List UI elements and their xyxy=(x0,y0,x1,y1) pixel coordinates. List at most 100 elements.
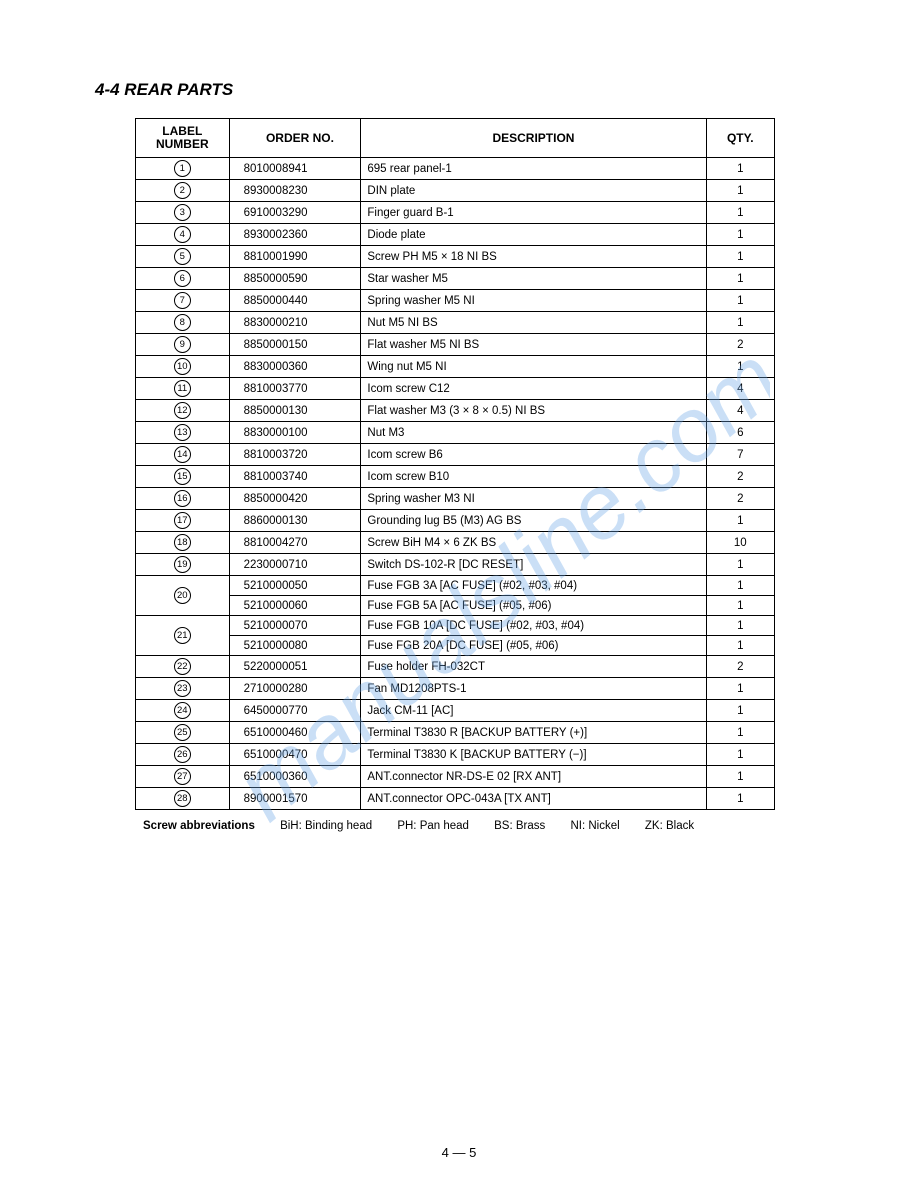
cell-description: 695 rear panel-1 xyxy=(361,158,706,180)
abbrev-item: PH: Pan head xyxy=(397,820,469,832)
circled-number-icon: 5 xyxy=(174,248,191,265)
cell-label: 1 xyxy=(136,158,230,180)
cell-label: 18 xyxy=(136,532,230,554)
header-label: LABEL NUMBER xyxy=(136,119,230,158)
table-header-row: LABEL NUMBER ORDER NO. DESCRIPTION QTY. xyxy=(136,119,775,158)
cell-label: 17 xyxy=(136,510,230,532)
cell-label: 23 xyxy=(136,678,230,700)
cell-label: 8 xyxy=(136,312,230,334)
cell-description: ANT.connector OPC-043A [TX ANT] xyxy=(361,788,706,810)
circled-number-icon: 1 xyxy=(174,160,191,177)
cell-label: 25 xyxy=(136,722,230,744)
circled-number-icon: 7 xyxy=(174,292,191,309)
cell-qty: 2 xyxy=(706,334,774,356)
cell-description: Nut M3 xyxy=(361,422,706,444)
cell-order: 6510000460 xyxy=(229,722,361,744)
cell-order: 5210000050 xyxy=(229,576,361,596)
cell-description: Screw PH M5 × 18 NI BS xyxy=(361,246,706,268)
cell-qty: 1 xyxy=(706,636,774,656)
cell-qty: 1 xyxy=(706,356,774,378)
cell-description: Diode plate xyxy=(361,224,706,246)
circled-number-icon: 23 xyxy=(174,680,191,697)
table-row: 88830000210Nut M5 NI BS1 xyxy=(136,312,775,334)
cell-qty: 1 xyxy=(706,246,774,268)
circled-number-icon: 6 xyxy=(174,270,191,287)
page-content: 4-4 REAR PARTS LABEL NUMBER ORDER NO. DE… xyxy=(95,80,815,832)
table-row: 48930002360Diode plate1 xyxy=(136,224,775,246)
cell-description: Fuse FGB 20A [DC FUSE] (#05, #06) xyxy=(361,636,706,656)
cell-description: Jack CM-11 [AC] xyxy=(361,700,706,722)
cell-qty: 1 xyxy=(706,766,774,788)
table-row: 178860000130Grounding lug B5 (M3) AG BS1 xyxy=(136,510,775,532)
circled-number-icon: 8 xyxy=(174,314,191,331)
circled-number-icon: 17 xyxy=(174,512,191,529)
cell-label: 21 xyxy=(136,616,230,656)
cell-qty: 1 xyxy=(706,596,774,616)
cell-qty: 2 xyxy=(706,466,774,488)
table-row: 118810003770Icom screw C124 xyxy=(136,378,775,400)
abbreviations-title: Screw abbreviations xyxy=(143,820,255,832)
circled-number-icon: 26 xyxy=(174,746,191,763)
cell-qty: 1 xyxy=(706,202,774,224)
cell-qty: 1 xyxy=(706,312,774,334)
cell-label: 9 xyxy=(136,334,230,356)
cell-qty: 1 xyxy=(706,744,774,766)
cell-qty: 2 xyxy=(706,488,774,510)
cell-qty: 1 xyxy=(706,700,774,722)
cell-qty: 4 xyxy=(706,378,774,400)
cell-order: 8930008230 xyxy=(229,180,361,202)
cell-order: 8830000210 xyxy=(229,312,361,334)
cell-qty: 10 xyxy=(706,532,774,554)
cell-label: 20 xyxy=(136,576,230,616)
cell-description: Icom screw B6 xyxy=(361,444,706,466)
table-row: 138830000100Nut M36 xyxy=(136,422,775,444)
cell-order: 8900001570 xyxy=(229,788,361,810)
abbrev-item: NI: Nickel xyxy=(570,820,619,832)
cell-label: 6 xyxy=(136,268,230,290)
cell-label: 19 xyxy=(136,554,230,576)
table-row: 266510000470Terminal T3830 K [BACKUP BAT… xyxy=(136,744,775,766)
cell-qty: 7 xyxy=(706,444,774,466)
table-row: 225220000051Fuse holder FH-032CT2 xyxy=(136,656,775,678)
cell-description: Fuse FGB 3A [AC FUSE] (#02, #03, #04) xyxy=(361,576,706,596)
circled-number-icon: 25 xyxy=(174,724,191,741)
cell-order: 8860000130 xyxy=(229,510,361,532)
cell-order: 6510000360 xyxy=(229,766,361,788)
circled-number-icon: 2 xyxy=(174,182,191,199)
table-row: 78850000440Spring washer M5 NI1 xyxy=(136,290,775,312)
cell-label: 27 xyxy=(136,766,230,788)
cell-qty: 1 xyxy=(706,554,774,576)
cell-description: Fan MD1208PTS-1 xyxy=(361,678,706,700)
cell-qty: 1 xyxy=(706,290,774,312)
page-number: 4 — 5 xyxy=(0,1145,918,1160)
table-row: 18010008941695 rear panel-11 xyxy=(136,158,775,180)
table-row: 36910003290Finger guard B-11 xyxy=(136,202,775,224)
table-row: 188810004270Screw BiH M4 × 6 ZK BS10 xyxy=(136,532,775,554)
circled-number-icon: 3 xyxy=(174,204,191,221)
cell-description: Spring washer M5 NI xyxy=(361,290,706,312)
cell-label: 12 xyxy=(136,400,230,422)
table-row: 158810003740Icom screw B102 xyxy=(136,466,775,488)
cell-description: ANT.connector NR-DS-E 02 [RX ANT] xyxy=(361,766,706,788)
circled-number-icon: 24 xyxy=(174,702,191,719)
cell-order: 6450000770 xyxy=(229,700,361,722)
cell-order: 8810003740 xyxy=(229,466,361,488)
cell-order: 6510000470 xyxy=(229,744,361,766)
cell-order: 2710000280 xyxy=(229,678,361,700)
cell-qty: 1 xyxy=(706,180,774,202)
section-heading: 4-4 REAR PARTS xyxy=(95,80,815,100)
cell-order: 8850000590 xyxy=(229,268,361,290)
cell-label: 5 xyxy=(136,246,230,268)
cell-description: Spring washer M3 NI xyxy=(361,488,706,510)
table-row: 68850000590Star washer M51 xyxy=(136,268,775,290)
cell-order: 5210000070 xyxy=(229,616,361,636)
circled-number-icon: 4 xyxy=(174,226,191,243)
cell-label: 14 xyxy=(136,444,230,466)
cell-description: Icom screw B10 xyxy=(361,466,706,488)
table-row: 5210000080Fuse FGB 20A [DC FUSE] (#05, #… xyxy=(136,636,775,656)
cell-description: Finger guard B-1 xyxy=(361,202,706,224)
circled-number-icon: 28 xyxy=(174,790,191,807)
circled-number-icon: 12 xyxy=(174,402,191,419)
circled-number-icon: 16 xyxy=(174,490,191,507)
cell-qty: 1 xyxy=(706,576,774,596)
